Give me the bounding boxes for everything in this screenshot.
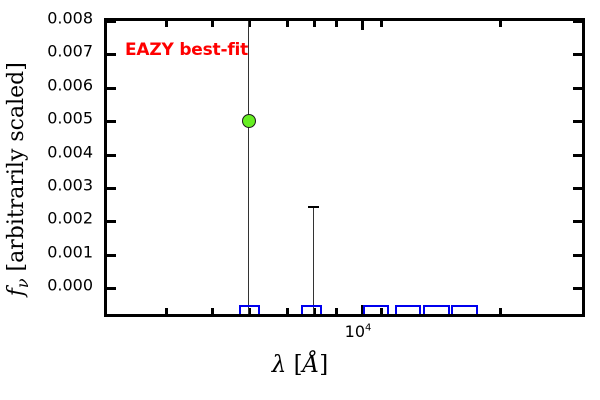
plot-axes-frame: EAZY best-fit — [104, 18, 585, 317]
errorbar-detected-point — [248, 21, 249, 314]
x-tick-mark — [335, 308, 338, 314]
x-tick-mark-top — [313, 21, 316, 27]
filter-bandpass-box — [451, 305, 478, 314]
x-tick-label-major: 104 — [345, 322, 372, 341]
x-tick-mark — [313, 308, 316, 314]
y-tick-label: 0.006 — [47, 75, 93, 95]
y-tick-mark — [107, 186, 116, 190]
x-tick-mark-top — [499, 21, 502, 27]
x-tick-mark — [380, 308, 383, 314]
y-tick-mark-right — [573, 20, 582, 23]
filter-bandpass-box — [363, 305, 389, 314]
y-tick-label: 0.003 — [47, 175, 93, 195]
y-tick-mark — [107, 253, 116, 257]
y-axis-tick-labels: 0.008 0.007 0.006 0.005 0.004 0.003 0.00… — [0, 0, 93, 400]
filter-bandpass-box — [301, 305, 322, 314]
x-axis-title: λ [Å] — [271, 352, 329, 378]
y-tick-mark — [107, 220, 116, 224]
y-tick-mark — [107, 153, 116, 157]
y-tick-mark-right — [573, 86, 582, 90]
y-tick-label: 0.007 — [47, 41, 93, 61]
x-tick-mark — [499, 308, 502, 314]
errorbar-upper-limit — [313, 206, 314, 314]
filter-bandpass-box — [395, 305, 421, 314]
y-axis-title: fν [arbitrarily scaled] — [3, 62, 33, 297]
x-tick-label-mantissa: 10 — [344, 322, 365, 341]
y-tick-mark-right — [573, 253, 582, 257]
x-tick-mark — [248, 308, 251, 314]
y-tick-label: 0.004 — [47, 142, 93, 161]
x-tick-mark — [165, 308, 168, 314]
y-tick-mark — [107, 20, 116, 23]
x-tick-mark-major — [361, 305, 364, 314]
x-tick-mark-top — [286, 21, 289, 27]
x-tick-mark-top — [335, 21, 338, 27]
filter-bandpass-box — [239, 305, 260, 314]
y-tick-mark-right — [573, 220, 582, 224]
x-tick-mark-top — [165, 21, 168, 27]
y-tick-label: 0.001 — [47, 242, 93, 262]
x-tick-mark — [286, 308, 289, 314]
filter-bandpass-box — [423, 305, 450, 314]
y-tick-label: 0.005 — [47, 108, 93, 128]
y-tick-mark — [107, 287, 116, 290]
y-tick-label: 0.008 — [47, 8, 93, 28]
y-tick-label: 0.000 — [47, 275, 93, 295]
data-layer — [107, 21, 582, 314]
y-tick-mark-right — [573, 186, 582, 190]
y-tick-mark-right — [573, 287, 582, 290]
x-tick-mark-major-top — [361, 21, 364, 30]
x-tick-label-exponent: 4 — [364, 322, 372, 334]
y-tick-mark — [107, 120, 116, 124]
x-tick-mark — [211, 308, 214, 314]
x-tick-mark-top — [380, 21, 383, 27]
errorbar-cap-upper-limit — [308, 206, 319, 208]
x-tick-mark-top — [248, 21, 251, 27]
photometry-point-marker — [241, 114, 256, 129]
y-tick-mark — [107, 86, 116, 90]
y-tick-mark — [107, 53, 116, 57]
x-tick-mark-top — [211, 21, 214, 27]
y-tick-mark-right — [573, 120, 582, 124]
y-tick-mark-right — [573, 53, 582, 57]
eazy-best-fit-annotation: EAZY best-fit — [125, 40, 249, 60]
y-tick-label: 0.002 — [47, 208, 93, 228]
y-tick-mark-right — [573, 153, 582, 157]
